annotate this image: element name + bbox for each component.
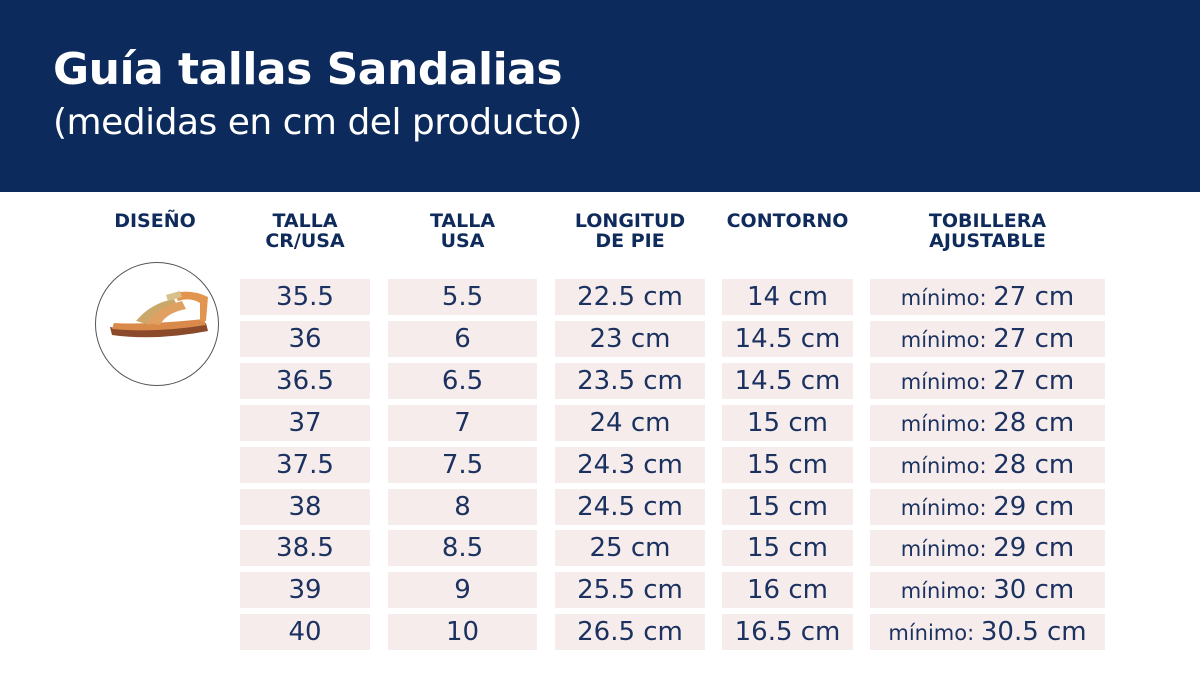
table-cell-talla-usa: 10 [388,614,537,651]
table-cell-tobillera-ajustable: mínimo: 29 cm [870,488,1105,525]
table-cell-talla-cr-usa: 38 [240,488,370,525]
table-cell-longitud-de-pie: 25 cm [555,530,705,567]
minimum-label: mínimo: [900,327,994,352]
table-cell-talla-cr-usa: 36.5 [240,362,370,399]
table-cell-longitud-de-pie: 23 cm [555,320,705,357]
table-cell-talla-usa: 6 [388,320,537,357]
table-cell-talla-cr-usa: 39 [240,572,370,609]
minimum-label: mínimo: [900,453,994,478]
minimum-label: mínimo: [900,411,994,436]
minimum-value: 30.5 cm [980,617,1087,648]
table-cell-longitud-de-pie: 23.5 cm [555,362,705,399]
table-cell-talla-usa: 8.5 [388,530,537,567]
column-header-contorno: CONTORNO [726,210,849,232]
minimum-value: 27 cm [993,323,1075,354]
table-cell-talla-usa: 8 [388,488,537,525]
table-cell-talla-cr-usa: 40 [240,614,370,651]
minimum-label: mínimo: [888,621,981,646]
minimum-label: mínimo: [900,495,994,520]
table-cell-talla-usa: 6.5 [388,362,537,399]
column-header-talla-usa: TALLA USA [429,210,496,252]
minimum-value: 29 cm [993,491,1075,522]
minimum-label: mínimo: [900,537,994,562]
minimum-label: mínimo: [900,286,994,310]
minimum-value: 27 cm [993,365,1075,396]
minimum-value: 30 cm [993,575,1075,606]
minimum-label: mínimo: [900,369,994,394]
table-cell-talla-usa: 7.5 [388,446,537,483]
table-cell-talla-cr-usa: 35.5 [240,279,370,315]
table-cell-tobillera-ajustable: mínimo: 30.5 cm [870,614,1105,651]
table-cell-tobillera-ajustable: mínimo: 28 cm [870,446,1105,483]
header-banner: Guía tallas Sandalias (medidas en cm del… [0,0,1200,192]
table-cell-tobillera-ajustable: mínimo: 29 cm [870,530,1105,567]
column-header-diseno: DISEÑO [114,210,196,232]
table-cell-longitud-de-pie: 24.3 cm [555,446,705,483]
table-cell-talla-cr-usa: 37 [240,404,370,441]
table-cell-contorno: 15 cm [722,404,853,441]
page-subtitle: (medidas en cm del producto) [53,102,582,143]
table-cell-talla-cr-usa: 37.5 [240,446,370,483]
minimum-label: mínimo: [900,579,994,604]
minimum-value: 28 cm [993,407,1075,438]
table-cell-contorno: 14.5 cm [722,362,853,399]
table-cell-contorno: 14 cm [722,279,853,315]
minimum-value: 27 cm [993,282,1075,312]
column-header-tobillera-ajustable: TOBILLERA AJUSTABLE [928,210,1047,252]
table-cell-talla-usa: 9 [388,572,537,609]
table-cell-talla-cr-usa: 36 [240,320,370,357]
table-cell-tobillera-ajustable: mínimo: 30 cm [870,572,1105,609]
table-cell-longitud-de-pie: 26.5 cm [555,614,705,651]
table-cell-tobillera-ajustable: mínimo: 28 cm [870,404,1105,441]
column-header-talla-cr-usa: TALLA CR/USA [265,210,345,252]
table-cell-contorno: 16.5 cm [722,614,853,651]
column-header-longitud-de-pie: LONGITUD DE PIE [574,210,686,252]
table-cell-talla-usa: 7 [388,404,537,441]
table-cell-longitud-de-pie: 25.5 cm [555,572,705,609]
table-cell-contorno: 16 cm [722,572,853,609]
sandal-photo [95,262,219,386]
table-cell-contorno: 15 cm [722,488,853,525]
minimum-value: 29 cm [993,533,1075,564]
table-cell-talla-cr-usa: 38.5 [240,530,370,567]
table-cell-contorno: 14.5 cm [722,320,853,357]
table-cell-tobillera-ajustable: mínimo: 27 cm [870,279,1105,315]
minimum-value: 28 cm [993,449,1075,480]
table-cell-talla-usa: 5.5 [388,279,537,315]
table-cell-contorno: 15 cm [722,446,853,483]
page-title: Guía tallas Sandalias [53,44,563,95]
table-cell-tobillera-ajustable: mínimo: 27 cm [870,362,1105,399]
table-cell-longitud-de-pie: 24 cm [555,404,705,441]
table-cell-contorno: 15 cm [722,530,853,567]
table-cell-tobillera-ajustable: mínimo: 27 cm [870,320,1105,357]
table-cell-longitud-de-pie: 22.5 cm [555,279,705,315]
table-cell-longitud-de-pie: 24.5 cm [555,488,705,525]
